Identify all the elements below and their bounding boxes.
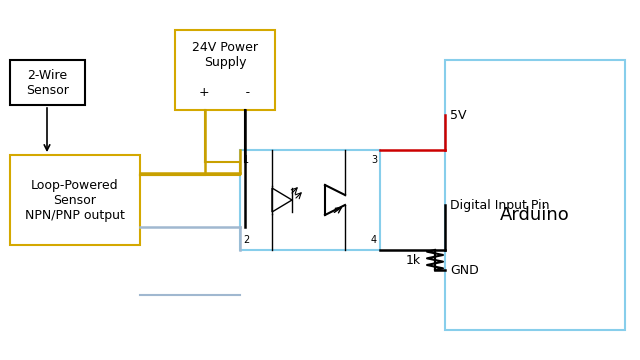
Text: 5V: 5V bbox=[450, 108, 467, 122]
Text: 24V Power
Supply

+         -: 24V Power Supply + - bbox=[192, 41, 258, 99]
Text: 2-Wire
Sensor: 2-Wire Sensor bbox=[26, 68, 69, 96]
Text: 3: 3 bbox=[371, 155, 377, 165]
Text: Loop-Powered
Sensor
NPN/PNP output: Loop-Powered Sensor NPN/PNP output bbox=[25, 179, 125, 221]
Text: GND: GND bbox=[450, 264, 479, 276]
Text: 2: 2 bbox=[243, 235, 249, 245]
Text: Arduino: Arduino bbox=[500, 206, 570, 224]
Text: Digital Input Pin: Digital Input Pin bbox=[450, 198, 550, 212]
Text: 4: 4 bbox=[371, 235, 377, 245]
Text: 1: 1 bbox=[243, 155, 249, 165]
Text: 1k: 1k bbox=[406, 253, 421, 266]
